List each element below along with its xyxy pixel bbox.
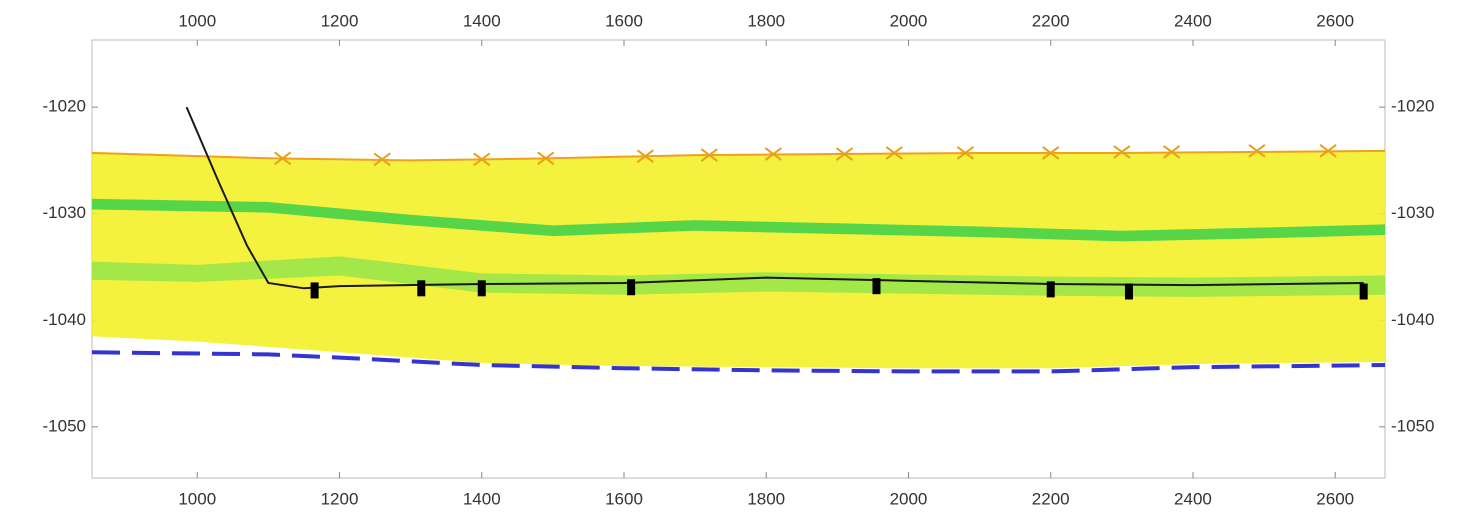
x-marker	[700, 148, 718, 162]
x-marker	[885, 146, 903, 160]
x-tick-label: 2200	[1032, 11, 1070, 30]
marker	[310, 282, 319, 299]
x-marker	[1248, 144, 1266, 158]
line	[91, 350, 1386, 374]
x-marker	[473, 152, 491, 167]
marker	[477, 280, 486, 297]
x-tick-label: 1000	[178, 11, 216, 30]
x-marker	[537, 151, 555, 166]
marker	[1124, 283, 1133, 300]
y-tick-label: -1020	[43, 97, 86, 116]
x-marker	[636, 149, 654, 163]
y-tick-label: -1030	[43, 203, 86, 222]
marker	[417, 280, 426, 297]
marker	[872, 278, 881, 295]
line	[91, 149, 1386, 162]
x-tick-label: 1600	[605, 11, 643, 30]
x-tick-label: 2600	[1316, 11, 1354, 30]
x-tick-label: 1400	[463, 489, 501, 508]
y-tick-label: -1040	[43, 310, 86, 329]
y-tick-label: -1050	[1391, 416, 1434, 435]
x-tick-label: 1600	[605, 489, 643, 508]
x-marker	[1319, 144, 1337, 158]
marker	[1046, 281, 1055, 298]
y-tick-label: -1050	[43, 416, 86, 435]
x-tick-label: 1800	[747, 11, 785, 30]
y-tick-label: -1020	[1391, 97, 1434, 116]
x-marker	[1042, 146, 1060, 160]
x-marker	[274, 151, 292, 166]
x-marker	[956, 146, 974, 160]
x-marker	[1113, 145, 1131, 159]
layer-area	[92, 198, 1385, 242]
x-tick-label: 2000	[890, 489, 928, 508]
x-tick-label: 1000	[178, 489, 216, 508]
x-tick-label: 2000	[890, 11, 928, 30]
x-tick-label: 2400	[1174, 11, 1212, 30]
x-tick-label: 1800	[747, 489, 785, 508]
x-tick-label: 1400	[463, 11, 501, 30]
y-tick-label: -1030	[1391, 203, 1434, 222]
x-tick-label: 1200	[321, 11, 359, 30]
x-tick-label: 2200	[1032, 489, 1070, 508]
marker	[627, 279, 636, 296]
x-marker	[835, 147, 854, 161]
x-tick-label: 2600	[1316, 489, 1354, 508]
marker	[1359, 283, 1368, 300]
x-marker	[1163, 145, 1181, 159]
x-marker	[373, 152, 391, 167]
y-tick-label: -1040	[1391, 310, 1434, 329]
x-tick-label: 1200	[321, 489, 359, 508]
layer-area	[92, 150, 1385, 369]
x-tick-label: 2400	[1174, 489, 1212, 508]
layer-area	[92, 256, 1385, 297]
x-marker	[764, 147, 782, 161]
